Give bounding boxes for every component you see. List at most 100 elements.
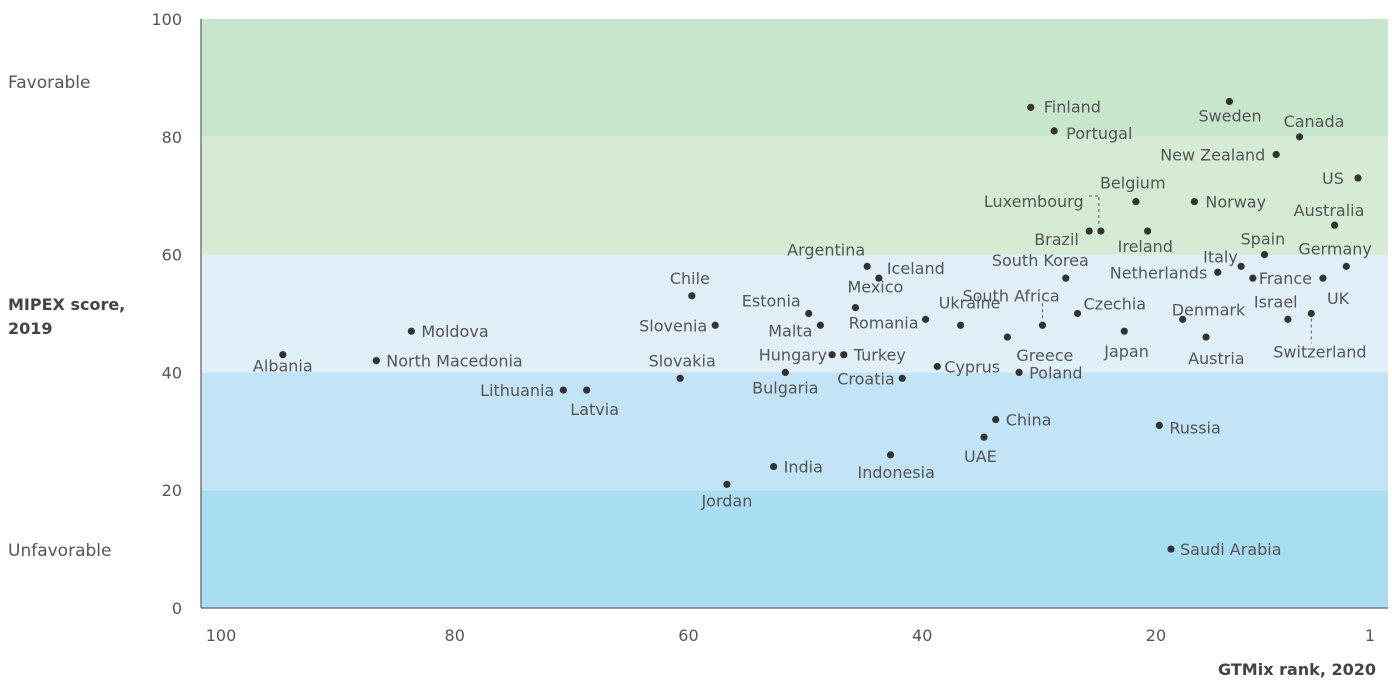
- y-tick-labels: 0 20 40 60 80 100: [151, 10, 182, 618]
- band-40-60: [201, 254, 1388, 373]
- point-india: [770, 463, 778, 471]
- label-switzerland: Switzerland: [1273, 343, 1366, 362]
- point-sweden: [1225, 97, 1234, 106]
- label-slovenia: Slovenia: [639, 316, 707, 335]
- point-germany: [1342, 262, 1350, 270]
- label-bulgaria: Bulgaria: [752, 378, 818, 397]
- point-norway: [1190, 197, 1198, 206]
- point-labels: Albania North Macedonia Moldova Lithuania La…: [253, 97, 1372, 559]
- label-jordan: Jordan: [700, 491, 752, 510]
- label-russia: Russia: [1169, 418, 1220, 437]
- point-belgium: [1132, 197, 1140, 206]
- label-iceland: Iceland: [887, 259, 945, 278]
- point-malta: [816, 321, 825, 329]
- score-bands: [201, 19, 1388, 608]
- label-new-zealand: New Zealand: [1160, 145, 1265, 164]
- point-lithuania: [559, 386, 567, 394]
- point-slovakia: [676, 374, 684, 382]
- y-axis-title-line-2: 2019: [8, 319, 53, 338]
- point-saudi-arabia: [1167, 545, 1175, 553]
- label-south-korea: South Korea: [992, 251, 1089, 270]
- point-uk: [1319, 274, 1327, 282]
- point-estonia: [805, 309, 813, 318]
- label-north-macedonia: North Macedonia: [386, 352, 522, 371]
- label-latvia: Latvia: [570, 400, 619, 419]
- x-tick-labels: 100 80 60 40 20 1: [206, 626, 1375, 645]
- point-albania: [279, 351, 287, 359]
- point-mexico: [851, 304, 860, 312]
- label-hungary: Hungary: [759, 346, 827, 365]
- point-brazil: [1085, 227, 1093, 235]
- label-saudi-arabia: Saudi Arabia: [1180, 540, 1282, 559]
- label-moldova: Moldova: [421, 322, 488, 341]
- point-russia: [1155, 421, 1163, 430]
- band-20-40: [201, 372, 1388, 491]
- point-austria: [1202, 333, 1210, 341]
- point-cyprus: [933, 362, 941, 371]
- point-chile: [688, 292, 696, 300]
- label-lithuania: Lithuania: [480, 381, 554, 400]
- label-israel: Israel: [1254, 292, 1298, 311]
- label-canada: Canada: [1284, 112, 1345, 131]
- label-chile: Chile: [670, 269, 710, 288]
- label-uae: UAE: [964, 447, 997, 466]
- label-italy: Italy: [1203, 247, 1238, 266]
- y-tick-20: 20: [162, 481, 182, 500]
- point-italy: [1237, 262, 1245, 270]
- label-romania: Romania: [849, 313, 919, 332]
- y-tick-100: 100: [151, 10, 182, 29]
- label-japan: Japan: [1103, 342, 1149, 361]
- label-france: France: [1259, 269, 1312, 288]
- label-belgium: Belgium: [1100, 174, 1166, 193]
- point-turkey: [840, 351, 848, 359]
- label-china: China: [1006, 411, 1052, 430]
- label-denmark: Denmark: [1172, 300, 1246, 319]
- label-sweden: Sweden: [1198, 106, 1261, 125]
- point-slovenia: [711, 321, 719, 329]
- point-australia: [1331, 221, 1339, 229]
- point-luxembourg: [1097, 227, 1105, 235]
- label-ireland: Ireland: [1118, 237, 1173, 256]
- label-czechia: Czechia: [1084, 295, 1147, 314]
- label-luxembourg: Luxembourg: [984, 192, 1084, 211]
- data-points: [279, 97, 1362, 553]
- x-tick-40: 40: [912, 626, 932, 645]
- point-bulgaria: [781, 368, 789, 376]
- point-south-africa: [1038, 321, 1047, 329]
- label-poland: Poland: [1029, 363, 1082, 382]
- point-switzerland: [1307, 309, 1315, 318]
- point-czechia: [1073, 309, 1082, 318]
- leader-lines: [1041, 195, 1312, 344]
- point-jordan: [723, 480, 731, 488]
- point-spain: [1260, 251, 1269, 259]
- label-germany: Germany: [1298, 239, 1372, 258]
- point-north-macedonia: [372, 357, 380, 365]
- label-mexico: Mexico: [847, 278, 903, 297]
- point-argentina: [863, 262, 871, 270]
- label-malta: Malta: [768, 321, 812, 340]
- y-tick-60: 60: [162, 246, 182, 265]
- label-uk: UK: [1327, 289, 1350, 308]
- band-0-20: [201, 490, 1388, 608]
- y-tick-0: 0: [172, 599, 182, 618]
- point-us: [1354, 174, 1362, 182]
- label-cyprus: Cyprus: [944, 358, 1000, 377]
- label-ukraine: Ukraine: [939, 293, 1001, 312]
- label-albania: Albania: [253, 357, 313, 376]
- point-croatia: [898, 374, 906, 382]
- label-us: US: [1322, 169, 1344, 188]
- point-israel: [1284, 315, 1292, 323]
- point-iceland: [875, 274, 883, 282]
- label-slovakia: Slovakia: [649, 351, 716, 370]
- x-tick-80: 80: [445, 626, 465, 645]
- x-tick-20: 20: [1146, 626, 1166, 645]
- point-indonesia: [886, 451, 895, 459]
- x-tick-60: 60: [678, 626, 698, 645]
- label-indonesia: Indonesia: [858, 463, 935, 482]
- favorable-label: Favorable: [8, 73, 90, 93]
- x-tick-1: 1: [1365, 626, 1375, 645]
- y-tick-40: 40: [162, 363, 182, 382]
- label-india: India: [784, 458, 823, 477]
- label-austria: Austria: [1188, 349, 1245, 368]
